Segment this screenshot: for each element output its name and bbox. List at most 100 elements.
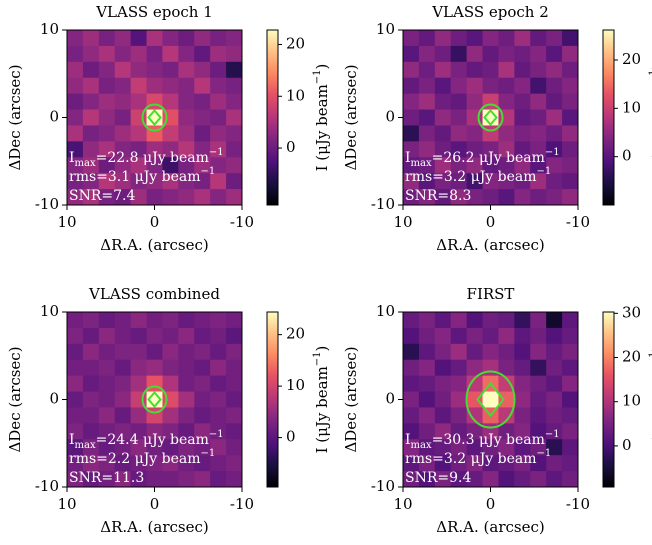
- pixel: [210, 62, 226, 78]
- pixel: [403, 30, 419, 46]
- pixel: [99, 407, 115, 423]
- pixel: [451, 407, 467, 423]
- pixel: [194, 407, 210, 423]
- pixel: [451, 376, 467, 392]
- pixel: [467, 312, 483, 328]
- pixel: [115, 78, 131, 94]
- pixel: [483, 312, 499, 328]
- pixel: [562, 471, 578, 487]
- text-part: −1: [201, 448, 216, 459]
- pixel: [226, 407, 242, 423]
- pixel: [178, 360, 194, 376]
- x-tick-label: 0: [486, 213, 496, 231]
- text-part: −1: [209, 429, 224, 440]
- pixel: [530, 360, 546, 376]
- pixel: [147, 46, 163, 62]
- pixel: [435, 344, 451, 360]
- pixel: [514, 376, 530, 392]
- pixel: [226, 328, 242, 344]
- pixel: [194, 78, 210, 94]
- pixel: [403, 407, 419, 423]
- y-tick-label: 10: [40, 302, 59, 320]
- pixel: [514, 471, 530, 487]
- y-tick-label: -10: [371, 477, 395, 495]
- pixel: [147, 312, 163, 328]
- pixel: [131, 328, 147, 344]
- pixel: [147, 376, 163, 392]
- pixel: [131, 125, 147, 141]
- text-part: max: [75, 158, 96, 169]
- pixel: [562, 455, 578, 471]
- x-tick-label: -10: [566, 213, 590, 231]
- pixel: [83, 62, 99, 78]
- pixel: [226, 157, 242, 173]
- annotation: SNR=9.4: [405, 470, 471, 486]
- pixel: [403, 328, 419, 344]
- pixel: [178, 125, 194, 141]
- annotation: rms=3.1 μJy beam−1: [69, 166, 215, 185]
- pixel: [546, 125, 562, 141]
- pixel: [514, 407, 530, 423]
- pixel: [99, 360, 115, 376]
- pixel: [546, 62, 562, 78]
- pixel: [131, 30, 147, 46]
- pixel: [435, 312, 451, 328]
- panel-title: VLASS combined: [88, 285, 220, 303]
- pixel: [483, 78, 499, 94]
- panel-title: FIRST: [467, 285, 515, 303]
- text-part: max: [411, 158, 432, 169]
- colorbar-tick-label: 30: [622, 303, 641, 321]
- pixel: [194, 328, 210, 344]
- x-axis-label: ΔR.A. (arcsec): [436, 236, 544, 254]
- pixel: [67, 30, 83, 46]
- pixel: [562, 62, 578, 78]
- pixel: [162, 62, 178, 78]
- pixel: [546, 471, 562, 487]
- pixel: [131, 344, 147, 360]
- pixel: [210, 46, 226, 62]
- pixel: [562, 407, 578, 423]
- colorbar-tick-label: 10: [286, 86, 305, 104]
- pixel: [226, 439, 242, 455]
- pixel: [194, 30, 210, 46]
- annotation: rms=3.2 μJy beam−1: [405, 166, 551, 185]
- pixel: [83, 78, 99, 94]
- pixel: [498, 189, 514, 205]
- pixel: [403, 376, 419, 392]
- pixel: [467, 30, 483, 46]
- pixel: [115, 328, 131, 344]
- pixel: [178, 312, 194, 328]
- pixel: [194, 471, 210, 487]
- text-part: −1: [209, 147, 224, 158]
- text-part: =22.8 μJy beam: [96, 150, 209, 166]
- pixel: [147, 360, 163, 376]
- x-tick-label: 10: [57, 213, 76, 231]
- pixel: [83, 46, 99, 62]
- pixel: [210, 376, 226, 392]
- pixel: [115, 407, 131, 423]
- pixel: [162, 125, 178, 141]
- pixel: [194, 94, 210, 110]
- pixel: [498, 328, 514, 344]
- colorbar-label: I (μJy beam−1): [648, 64, 652, 172]
- pixel: [131, 78, 147, 94]
- pixel: [178, 376, 194, 392]
- pixel: [226, 125, 242, 141]
- pixel: [210, 407, 226, 423]
- text-part: =26.2 μJy beam: [432, 150, 545, 166]
- pixel: [546, 110, 562, 126]
- pixel: [83, 360, 99, 376]
- pixel: [562, 312, 578, 328]
- colorbar-tick-label: 10: [286, 376, 305, 394]
- pixel: [562, 157, 578, 173]
- pixel: [67, 62, 83, 78]
- pixel: [162, 30, 178, 46]
- pixel: [514, 189, 530, 205]
- pixel: [83, 312, 99, 328]
- colorbar-label: I (μJy beam−1): [648, 346, 652, 454]
- x-tick-label: 0: [150, 213, 160, 231]
- pixel: [194, 110, 210, 126]
- annotation: SNR=8.3: [405, 188, 471, 204]
- colorbar-tick-label: 20: [622, 50, 641, 68]
- pixel: [451, 94, 467, 110]
